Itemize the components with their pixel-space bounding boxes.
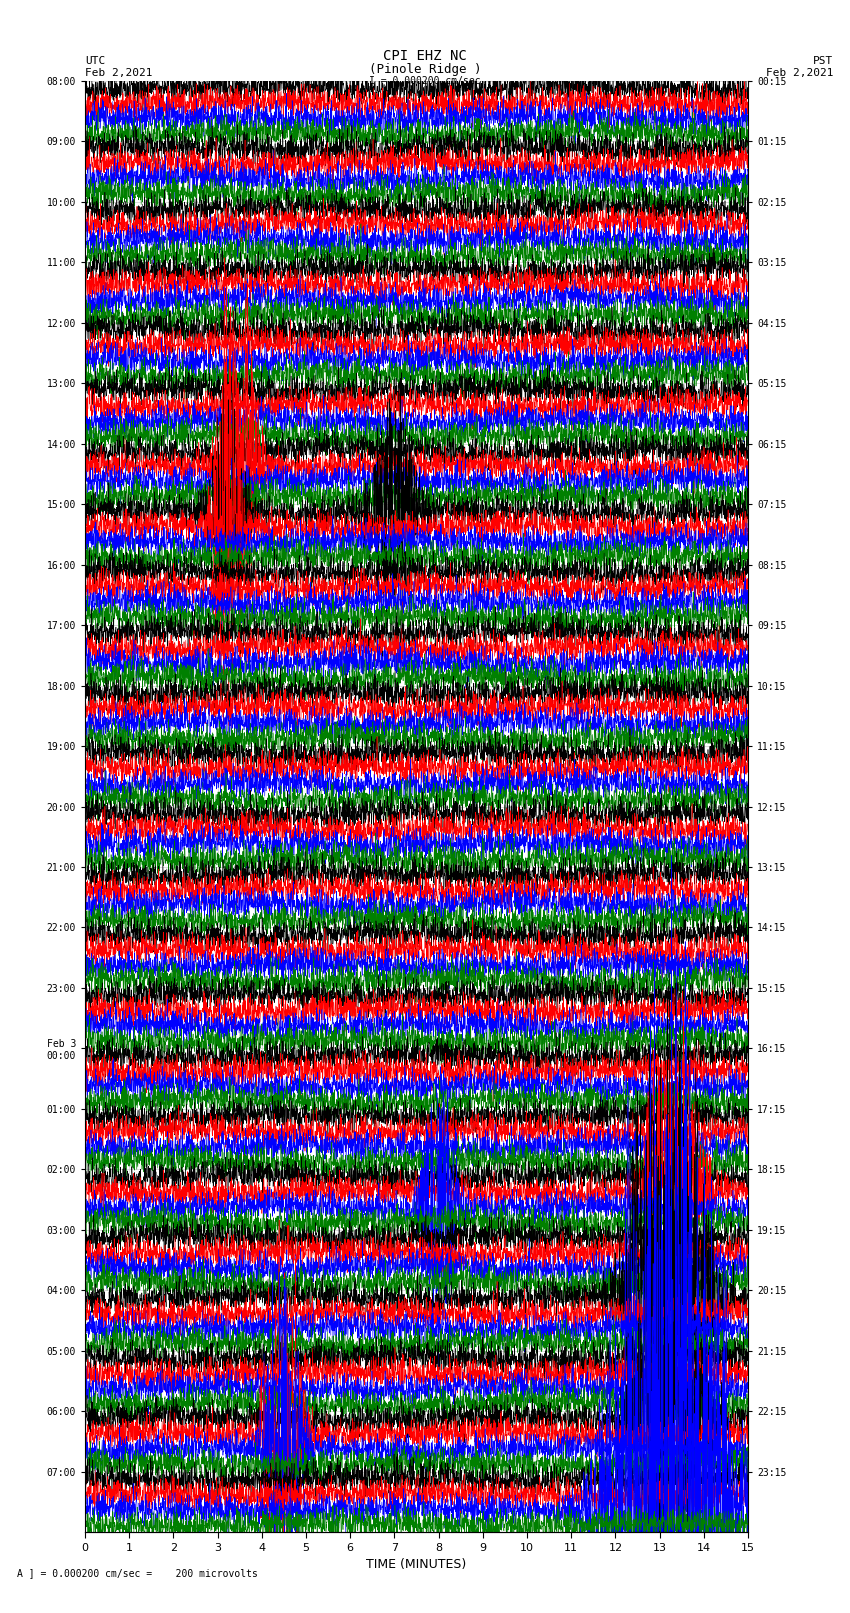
Text: Feb 2,2021: Feb 2,2021 [85, 68, 152, 77]
Text: UTC: UTC [85, 56, 105, 66]
Text: Feb 2,2021: Feb 2,2021 [766, 68, 833, 77]
Text: I = 0.000200 cm/sec: I = 0.000200 cm/sec [369, 76, 481, 85]
Text: CPI EHZ NC: CPI EHZ NC [383, 50, 467, 63]
Text: PST: PST [813, 56, 833, 66]
X-axis label: TIME (MINUTES): TIME (MINUTES) [366, 1558, 467, 1571]
Text: A ] = 0.000200 cm/sec =    200 microvolts: A ] = 0.000200 cm/sec = 200 microvolts [17, 1568, 258, 1578]
Text: (Pinole Ridge ): (Pinole Ridge ) [369, 63, 481, 76]
